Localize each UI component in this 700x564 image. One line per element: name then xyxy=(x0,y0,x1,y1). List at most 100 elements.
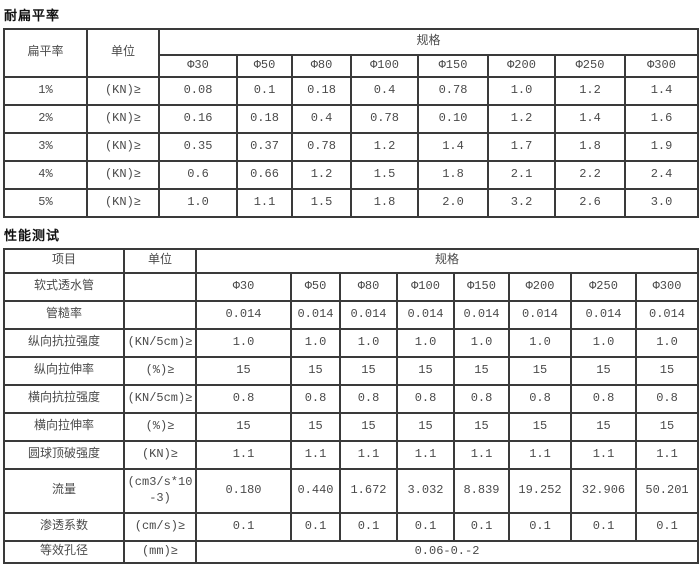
spec-col-header: Φ50 xyxy=(290,272,341,302)
value-cell: 0.10 xyxy=(417,104,489,134)
value-cell: 15 xyxy=(508,356,572,386)
value-cell: 1.1 xyxy=(339,440,398,470)
table-row: 圆球顶破强度 (KN)≥ 1.1 1.1 1.1 1.1 1.1 1.1 1.1… xyxy=(3,440,700,470)
spec-col-header: Φ300 xyxy=(623,54,700,78)
table-row: 管糙率 0.014 0.014 0.014 0.014 0.014 0.014 … xyxy=(3,300,700,330)
value-cell: 0.014 xyxy=(634,300,700,330)
table1-spec-header-row: Φ30 Φ50 Φ80 Φ100 Φ150 Φ200 Φ250 Φ300 xyxy=(4,54,700,78)
value-cell: 0.1 xyxy=(195,512,292,542)
value-cell: 0.8 xyxy=(339,384,398,414)
value-cell: 1.0 xyxy=(339,328,398,358)
value-cell: 15 xyxy=(290,356,341,386)
value-cell: 0.8 xyxy=(570,384,637,414)
unit-cell: (KN/5cm)≥ xyxy=(123,384,197,414)
value-cell: 0.180 xyxy=(195,468,292,514)
table2-col-header-unit: 单位 xyxy=(123,248,197,274)
row-label: 渗透系数 xyxy=(3,512,125,542)
row-label: 管糙率 xyxy=(3,300,125,330)
unit-cell: (KN)≥ xyxy=(86,188,160,218)
value-cell: 0.78 xyxy=(291,132,352,162)
row-label: 纵向抗拉强度 xyxy=(3,328,125,358)
value-cell: 2.6 xyxy=(554,188,626,218)
value-cell: 0.16 xyxy=(158,104,238,134)
row-label: 3% xyxy=(3,132,88,162)
table2-spec-group-header: 规格 xyxy=(194,248,700,274)
value-cell: 0.1 xyxy=(570,512,637,542)
value-cell: 1.1 xyxy=(236,188,293,218)
value-cell: 1.0 xyxy=(487,76,556,106)
spec-col-header: Φ250 xyxy=(554,54,626,78)
unit-cell: (KN)≥ xyxy=(86,160,160,190)
spec-col-header: Φ250 xyxy=(570,272,637,302)
value-cell: 2.4 xyxy=(623,160,700,190)
value-cell: 0.1 xyxy=(508,512,572,542)
table-row: 4% (KN)≥ 0.6 0.66 1.2 1.5 1.8 2.1 2.2 2.… xyxy=(3,160,700,190)
value-cell: 19.252 xyxy=(508,468,572,514)
table-row: 纵向拉伸率 (%)≥ 15 15 15 15 15 15 15 15 xyxy=(3,356,700,386)
row-label: 流量 xyxy=(3,468,125,514)
table-row: 纵向抗拉强度 (KN/5cm)≥ 1.0 1.0 1.0 1.0 1.0 1.0… xyxy=(3,328,700,358)
value-cell: 15 xyxy=(396,412,455,442)
value-cell: 0.014 xyxy=(195,300,292,330)
performance-test-table: 项目 单位 规格 软式透水管 Φ30 Φ50 Φ80 Φ100 Φ150 Φ20… xyxy=(3,248,700,564)
row-label: 横向拉伸率 xyxy=(3,412,125,442)
value-cell: 1.8 xyxy=(350,188,419,218)
table1-spec-group-header: 规格 xyxy=(157,28,700,56)
table-row: 横向拉伸率 (%)≥ 15 15 15 15 15 15 15 15 xyxy=(3,412,700,442)
value-cell: 1.1 xyxy=(396,440,455,470)
value-cell: 1.1 xyxy=(195,440,292,470)
value-cell: 15 xyxy=(634,412,700,442)
spec-col-header: Φ150 xyxy=(417,54,489,78)
value-cell: 0.08 xyxy=(158,76,238,106)
value-cell: 1.0 xyxy=(158,188,238,218)
value-cell: 0.18 xyxy=(291,76,352,106)
value-cell: 0.8 xyxy=(453,384,510,414)
unit-cell xyxy=(123,272,197,302)
value-cell: 15 xyxy=(339,412,398,442)
value-cell: 8.839 xyxy=(453,468,510,514)
value-cell: 3.2 xyxy=(487,188,556,218)
table-row: 软式透水管 Φ30 Φ50 Φ80 Φ100 Φ150 Φ200 Φ250 Φ3… xyxy=(3,272,700,302)
value-cell: 2.0 xyxy=(417,188,489,218)
table1-header-row: 扁平率 单位 规格 xyxy=(3,28,700,78)
spec-col-header: Φ300 xyxy=(634,272,700,302)
table1-col-header-flat-rate: 扁平率 xyxy=(3,28,88,78)
value-cell: 0.1 xyxy=(396,512,455,542)
value-cell: 50.201 xyxy=(634,468,700,514)
spec-col-header: Φ100 xyxy=(396,272,455,302)
value-cell: 15 xyxy=(453,412,510,442)
spec-col-header: Φ80 xyxy=(291,54,352,78)
unit-cell: (%)≥ xyxy=(123,356,197,386)
table1-title: 耐扁平率 xyxy=(4,9,61,24)
value-cell: 1.8 xyxy=(417,160,489,190)
value-cell: 0.35 xyxy=(158,132,238,162)
row-label: 5% xyxy=(3,188,88,218)
value-cell: 15 xyxy=(396,356,455,386)
value-cell: 1.6 xyxy=(623,104,700,134)
unit-cell: (cm3/s*10-3) xyxy=(123,468,197,514)
value-cell: 1.0 xyxy=(290,328,341,358)
table-row: 3% (KN)≥ 0.35 0.37 0.78 1.2 1.4 1.7 1.8 … xyxy=(3,132,700,162)
value-cell: 0.014 xyxy=(570,300,637,330)
value-cell: 15 xyxy=(290,412,341,442)
unit-cell: (%)≥ xyxy=(123,412,197,442)
spec-col-header: Φ50 xyxy=(236,54,293,78)
row-label: 1% xyxy=(3,76,88,106)
value-cell: 0.4 xyxy=(350,76,419,106)
row-label: 横向抗拉强度 xyxy=(3,384,125,414)
value-cell: 1.2 xyxy=(487,104,556,134)
value-cell: 0.1 xyxy=(339,512,398,542)
value-cell: 1.0 xyxy=(396,328,455,358)
value-cell: 1.0 xyxy=(453,328,510,358)
table1-col-header-unit: 单位 xyxy=(86,28,160,78)
value-cell: 1.2 xyxy=(350,132,419,162)
value-cell: 1.1 xyxy=(634,440,700,470)
value-cell: 1.1 xyxy=(290,440,341,470)
value-cell: 1.0 xyxy=(195,328,292,358)
value-cell: 32.906 xyxy=(570,468,637,514)
value-cell: 0.8 xyxy=(634,384,700,414)
row-label: 软式透水管 xyxy=(3,272,125,302)
value-cell: 0.1 xyxy=(290,512,341,542)
spec-col-header: Φ200 xyxy=(487,54,556,78)
